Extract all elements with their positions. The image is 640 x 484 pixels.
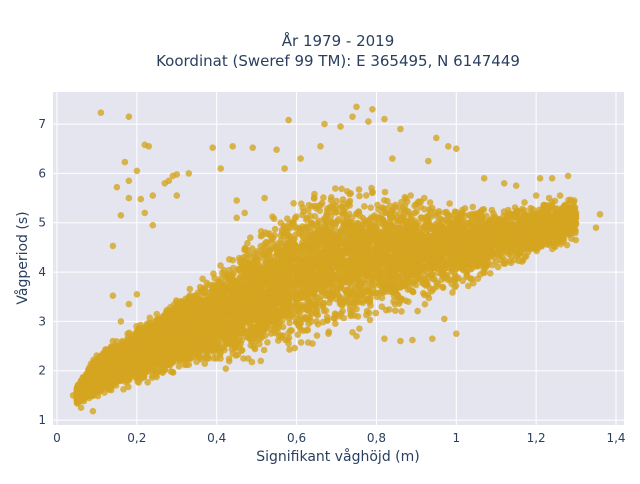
data-point [320,194,327,201]
data-point [332,320,339,327]
data-point [305,327,312,334]
data-point [489,207,496,214]
data-point [356,186,363,193]
data-point [361,203,368,210]
data-point [332,185,339,192]
data-point [398,308,405,315]
data-point [487,270,494,277]
data-point [373,310,380,317]
data-point [470,204,477,211]
data-point [223,365,230,372]
data-point [356,193,363,200]
data-point [269,213,276,220]
data-point [245,355,252,362]
data-point [199,276,206,283]
data-point [367,204,374,211]
data-point [508,260,515,267]
data-point [298,339,305,346]
data-point [286,320,293,327]
data-point [328,197,335,204]
data-point [449,289,456,296]
data-point [264,339,271,346]
data-point [314,332,321,339]
